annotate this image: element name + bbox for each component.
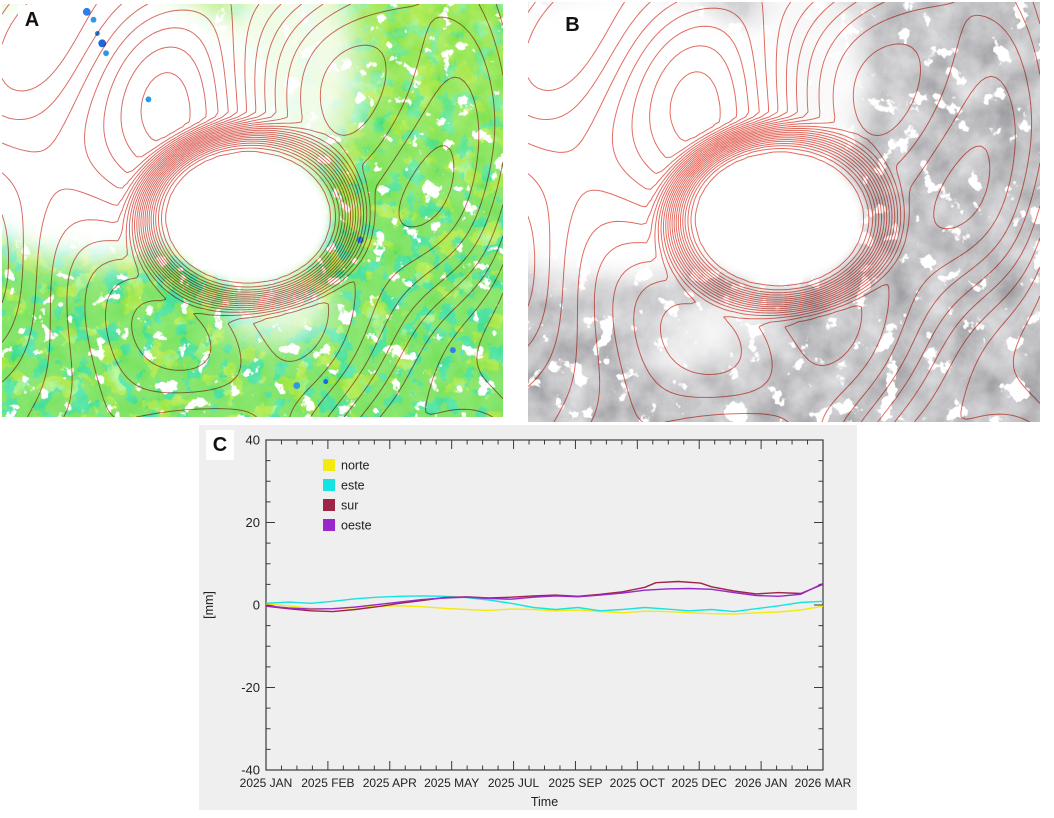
timeseries-chart: -40 -20 0 20 40 2025 JAN 2025 FEB 2025 APR 2025 … — [202, 433, 852, 810]
legend-swatch-oeste — [323, 519, 335, 531]
y-axis-title: [mm] — [202, 591, 216, 619]
legend-label-sur: sur — [341, 499, 358, 513]
map-a-contour-lines — [2, 4, 503, 417]
legend-swatch-este — [323, 479, 335, 491]
x-tick-label: 2025 FEB — [301, 776, 354, 790]
x-tick-label: 2026 MAR — [795, 776, 852, 790]
y-tick-label: 0 — [253, 598, 260, 613]
y-tick-label: -40 — [241, 763, 260, 778]
y-tick-label: 20 — [246, 515, 260, 530]
panel-b-label: B — [559, 11, 586, 40]
legend-label-oeste: oeste — [341, 519, 372, 533]
legend-swatch-sur — [323, 499, 335, 511]
x-tick-label: 2025 DEC — [672, 776, 728, 790]
panel-c-label: C — [206, 430, 234, 460]
x-tick-label: 2025 SEP — [548, 776, 602, 790]
legend-swatch-norte — [323, 459, 335, 471]
y-tick-label: -20 — [241, 680, 260, 695]
x-tick-label: 2026 JAN — [735, 776, 788, 790]
y-tick-label: 40 — [246, 433, 260, 448]
contour-path — [528, 2, 1040, 422]
x-tick-label: 2025 JUL — [488, 776, 540, 790]
contour-path — [2, 4, 503, 417]
series-line-sur — [265, 580, 824, 613]
map-panel-b — [528, 2, 1040, 422]
chart-ticks — [265, 439, 824, 771]
chart-tick-labels: -40 -20 0 20 40 2025 JAN 2025 FEB 2025 APR 2025 … — [240, 433, 852, 791]
x-tick-label: 2025 APR — [363, 776, 417, 790]
x-tick-label: 2025 JAN — [240, 776, 293, 790]
x-axis-title: Time — [531, 795, 558, 809]
chart-legend: norte este sur oeste — [323, 459, 372, 533]
map-panel-a — [2, 4, 503, 417]
legend-label-norte: norte — [341, 459, 370, 473]
x-tick-label: 2025 OCT — [610, 776, 666, 790]
series-line-oeste — [265, 582, 824, 610]
map-b-contour-lines — [528, 2, 1040, 422]
panel-a-label: A — [18, 5, 46, 35]
map-b-amplitude-layer — [528, 2, 1040, 422]
x-tick-label: 2025 MAY — [424, 776, 479, 790]
map-a-blue-dots — [82, 7, 456, 389]
series-line-este — [265, 595, 824, 613]
legend-label-este: este — [341, 479, 365, 493]
timeseries-panel: -40 -20 0 20 40 2025 JAN 2025 FEB 2025 APR 2025 … — [199, 425, 857, 810]
map-a-deformation-layer — [2, 4, 503, 417]
